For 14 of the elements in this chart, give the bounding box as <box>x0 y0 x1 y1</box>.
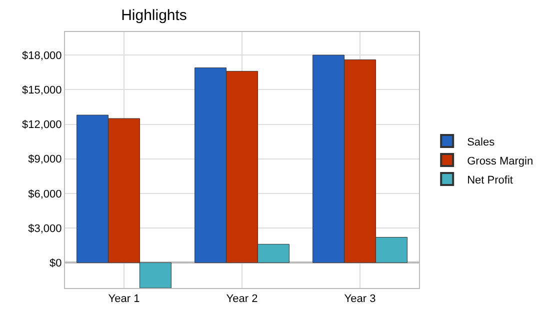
x-tick-label: Year 3 <box>344 293 376 306</box>
x-tick-label: Year 1 <box>108 293 140 306</box>
y-tick-label: $12,000 <box>22 119 62 132</box>
y-tick-label: $6,000 <box>28 188 62 200</box>
y-tick-label: $18,000 <box>22 50 62 62</box>
y-tick-label: $9,000 <box>28 154 62 166</box>
y-tick-label: $15,000 <box>22 84 62 97</box>
y-tick-label: $3,000 <box>28 222 62 235</box>
legend-label: Sales <box>467 136 496 148</box>
legend-label: Net Profit <box>467 174 513 186</box>
legend-label: Gross Margin <box>467 155 534 168</box>
x-tick-label: Year 2 <box>226 293 258 306</box>
chart-title: Highlights <box>121 7 187 24</box>
y-tick-label: $0 <box>50 257 62 270</box>
